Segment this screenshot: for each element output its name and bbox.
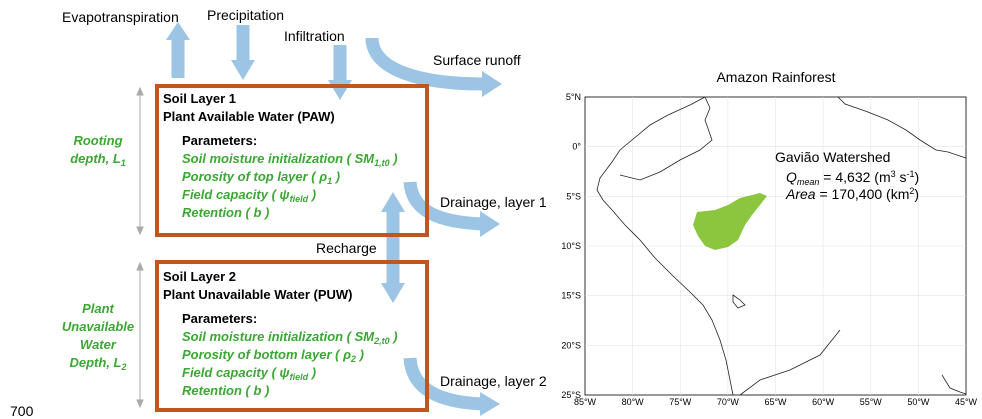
text: field xyxy=(290,194,309,204)
text: s xyxy=(896,169,907,185)
flux-label: Drainage, layer 1 xyxy=(440,194,547,210)
text: Retention ( b ) xyxy=(182,205,269,220)
text: = 4,632 (m xyxy=(819,169,890,185)
layer-title: Soil Layer 2 xyxy=(163,269,236,284)
text: Field capacity ( ψ xyxy=(182,187,290,202)
lon-tick-label: 45°W xyxy=(955,397,978,407)
parameter: Soil moisture initialization ( SM1,t0 ) xyxy=(182,151,398,168)
watershed-name: Gavião Watershed xyxy=(775,149,890,165)
soil-layer-2-box xyxy=(155,260,429,412)
text: ) xyxy=(332,169,340,184)
watershed xyxy=(693,193,767,250)
text: 1 xyxy=(121,158,126,168)
text: Retention ( b ) xyxy=(182,383,269,398)
map-title: Amazon Rainforest xyxy=(716,69,835,85)
parameter: Porosity of top layer ( ρ1 ) xyxy=(182,169,340,186)
text: ) xyxy=(308,365,316,380)
lat-tick-label: 20°S xyxy=(561,340,581,350)
flux-label: Evapotranspiration xyxy=(62,9,179,25)
lon-tick-label: 85°W xyxy=(574,397,597,407)
text: ) xyxy=(915,169,920,185)
text: mean xyxy=(797,177,820,187)
text: 2 xyxy=(120,362,126,372)
text: Porosity of top layer ( ρ xyxy=(182,169,327,184)
depth-label: Unavailable xyxy=(62,319,134,334)
lon-tick-label: 55°W xyxy=(860,397,883,407)
lon-tick-label: 60°W xyxy=(812,397,835,407)
depth-label: Plant xyxy=(82,301,114,316)
text: depth, L xyxy=(70,151,121,166)
text: Area xyxy=(785,186,816,202)
parameters-heading: Parameters: xyxy=(182,133,257,148)
flux-label: Recharge xyxy=(316,240,377,256)
parameters-heading: Parameters: xyxy=(182,311,257,326)
lat-tick-label: 15°S xyxy=(561,291,581,301)
layer-subtitle: Plant Available Water (PAW) xyxy=(163,109,335,124)
corner-label: 700 xyxy=(10,403,34,419)
lat-tick-label: 5°N xyxy=(566,92,581,102)
text: ) xyxy=(390,151,398,166)
flux-label: Infiltration xyxy=(284,28,345,44)
flux-label: Surface runoff xyxy=(433,52,521,68)
text: Porosity of bottom layer ( ρ xyxy=(182,347,351,362)
parameter: Retention ( b ) xyxy=(182,383,269,398)
coastline xyxy=(596,96,967,396)
text: 2,t0 xyxy=(373,336,390,346)
flux-label: Drainage, layer 2 xyxy=(440,373,547,389)
text: Soil moisture initialization ( SM xyxy=(182,151,375,166)
parameter: Retention ( b ) xyxy=(182,205,269,220)
depth-label: Water xyxy=(80,337,117,352)
soil-layer-1-box xyxy=(155,84,429,237)
lat-tick-label: 10°S xyxy=(561,241,581,251)
parameter: Soil moisture initialization ( SM2,t0 ) xyxy=(182,329,398,346)
lon-tick-label: 75°W xyxy=(669,397,692,407)
text: ) xyxy=(308,187,316,202)
lat-tick-label: 25°S xyxy=(561,390,581,400)
lon-tick-label: 65°W xyxy=(764,397,787,407)
text: = 170,400 (km xyxy=(816,186,910,202)
text: Depth, L xyxy=(69,355,121,370)
text: 2 xyxy=(909,186,914,196)
lat-tick-label: 0° xyxy=(572,142,581,152)
text: field xyxy=(290,372,309,382)
flux-arrows xyxy=(166,22,502,416)
depth-label: depth, L1 xyxy=(70,151,126,168)
depth-label: Rooting xyxy=(73,133,122,148)
depth-brackets xyxy=(136,86,144,409)
lon-tick-label: 50°W xyxy=(907,397,930,407)
text: Field capacity ( ψ xyxy=(182,365,290,380)
flux-label: Precipitation xyxy=(207,7,284,23)
text: 3 xyxy=(891,169,896,179)
depth-label: Depth, L2 xyxy=(69,355,126,372)
layer-subtitle: Plant Unavailable Water (PUW) xyxy=(163,287,353,302)
text: 1,t0 xyxy=(374,158,390,168)
parameter: Field capacity ( ψfield ) xyxy=(182,187,316,204)
text: ) xyxy=(914,186,919,202)
parameter: Field capacity ( ψfield ) xyxy=(182,365,316,382)
watershed-area: Area = 170,400 (km2) xyxy=(785,186,919,202)
text: ) xyxy=(390,329,398,344)
text: Q xyxy=(786,169,797,185)
text: 2 xyxy=(350,354,356,364)
text: ) xyxy=(356,347,364,362)
lon-tick-label: 80°W xyxy=(622,397,645,407)
lon-tick-label: 70°W xyxy=(717,397,740,407)
watershed-discharge: Qmean = 4,632 (m3 s-1) xyxy=(786,169,919,187)
text: 1 xyxy=(327,176,332,186)
parameter: Porosity of bottom layer ( ρ2 ) xyxy=(182,347,364,364)
text: -1 xyxy=(907,169,915,179)
layer-title: Soil Layer 1 xyxy=(163,91,236,106)
text: Soil moisture initialization ( SM xyxy=(182,329,375,344)
lat-tick-label: 5°S xyxy=(566,191,581,201)
map-grid xyxy=(585,97,966,395)
